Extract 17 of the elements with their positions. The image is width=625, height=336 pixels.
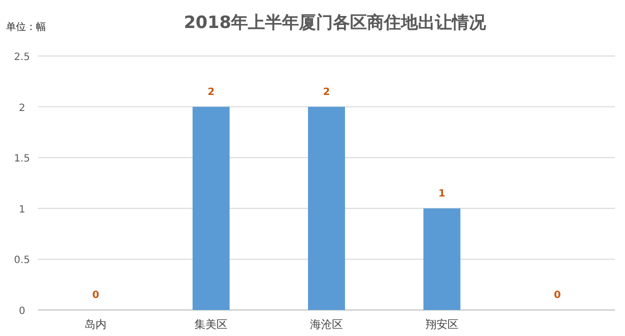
- data-label: 2: [323, 86, 330, 98]
- y-tick-label: 1.5: [14, 154, 30, 165]
- x-tick-label: 岛内: [84, 318, 107, 331]
- chart-title: 2018年上半年厦门各区商住地出让情况: [184, 13, 488, 33]
- data-label: 2: [208, 86, 215, 98]
- data-label: 1: [438, 188, 446, 200]
- y-tick-label: 2: [18, 102, 26, 114]
- y-tick-label: 0.5: [14, 255, 30, 266]
- x-tick-label: 翔安区: [425, 318, 458, 331]
- text: 单位：幅: [6, 21, 46, 33]
- y-tick-label: 0: [18, 306, 26, 317]
- data-label: 0: [92, 290, 100, 301]
- y-tick-label: 2.5: [14, 52, 30, 63]
- x-tick-label: 海沧区: [310, 318, 343, 331]
- x-tick-label: 集美区: [194, 318, 228, 331]
- y-tick-label: 1: [18, 204, 26, 216]
- data-label: 0: [554, 290, 561, 301]
